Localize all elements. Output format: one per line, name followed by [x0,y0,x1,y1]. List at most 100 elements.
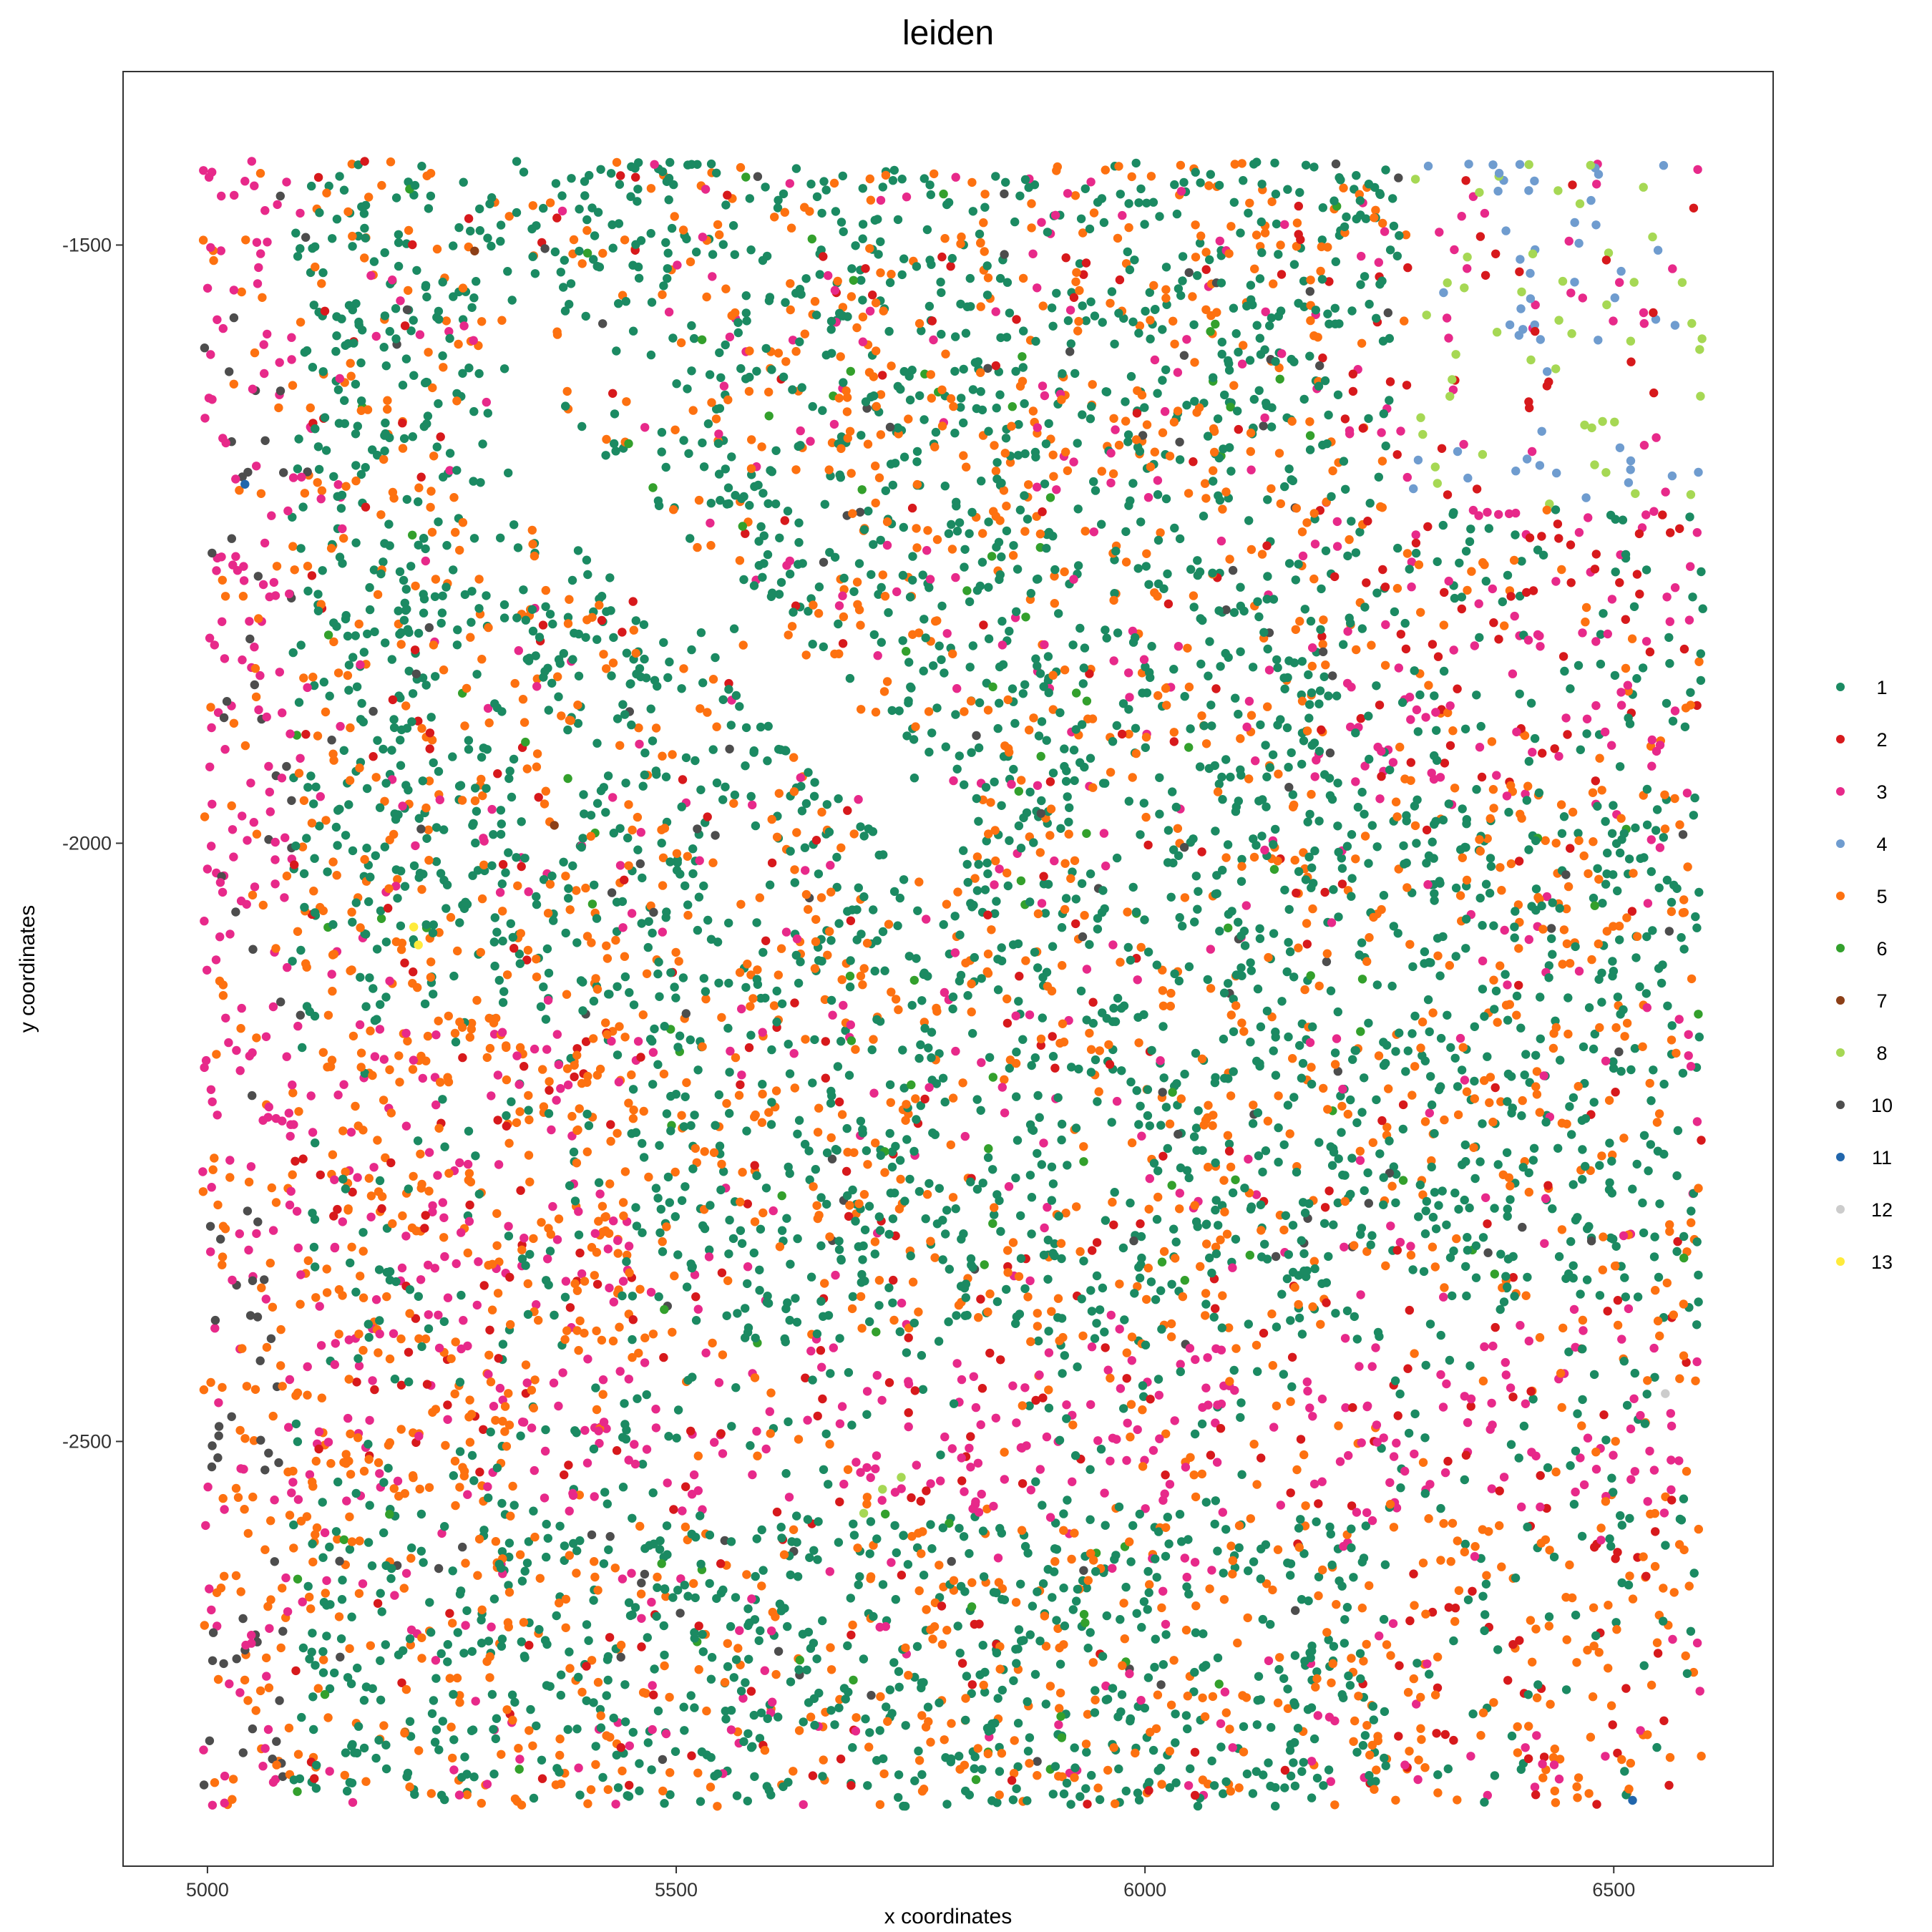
point-cluster-1 [945,1264,955,1274]
point-cluster-3 [608,793,618,802]
point-cluster-5 [914,1586,924,1596]
point-cluster-1 [1263,644,1272,654]
point-cluster-5 [1373,1732,1382,1741]
point-cluster-1 [812,192,822,202]
point-cluster-5 [343,207,353,217]
point-cluster-1 [749,1710,759,1720]
point-cluster-5 [1267,197,1277,207]
point-cluster-3 [1261,307,1270,316]
point-cluster-5 [801,889,811,899]
point-cluster-5 [1565,959,1575,968]
point-cluster-1 [1214,1221,1223,1230]
point-cluster-1 [1107,287,1117,296]
point-cluster-1 [482,591,491,600]
point-cluster-1 [897,175,907,184]
point-cluster-5 [1514,944,1523,953]
point-cluster-5 [386,157,396,167]
point-cluster-1 [1152,1214,1162,1224]
point-cluster-2 [1489,618,1498,628]
point-cluster-1 [661,238,670,248]
point-cluster-1 [1436,1330,1445,1340]
point-cluster-1 [984,634,994,643]
point-cluster-1 [575,1536,585,1546]
point-cluster-3 [1244,696,1254,706]
point-cluster-3 [737,1004,746,1014]
point-cluster-5 [665,1692,674,1702]
point-cluster-5 [424,825,433,835]
point-cluster-5 [574,1346,583,1355]
point-cluster-5 [1604,1096,1614,1106]
point-cluster-10 [274,1458,283,1468]
point-cluster-4 [1616,266,1626,276]
point-cluster-3 [831,1270,840,1280]
point-cluster-1 [1219,1034,1229,1044]
point-cluster-3 [1264,665,1274,675]
point-cluster-1 [1451,952,1460,961]
point-cluster-3 [524,887,533,897]
point-cluster-1 [539,982,548,992]
point-cluster-2 [1146,1395,1155,1404]
point-cluster-1 [838,311,848,321]
point-cluster-1 [1190,917,1199,927]
point-cluster-1 [898,1045,907,1055]
point-cluster-3 [1260,413,1269,423]
point-cluster-1 [727,452,736,462]
point-cluster-1 [913,906,922,916]
point-cluster-3 [278,708,287,718]
point-cluster-3 [355,1020,365,1030]
point-cluster-2 [1317,632,1327,641]
point-cluster-4 [1413,455,1423,465]
point-cluster-1 [1485,854,1496,863]
point-cluster-5 [348,231,357,241]
point-cluster-3 [262,1672,271,1681]
point-cluster-1 [716,1185,726,1195]
point-cluster-1 [429,758,438,768]
point-cluster-5 [1407,1091,1417,1100]
point-cluster-5 [1424,1514,1433,1523]
point-cluster-1 [623,833,633,843]
point-cluster-5 [555,1735,565,1744]
point-cluster-1 [407,1543,416,1553]
point-cluster-5 [862,1499,872,1509]
point-cluster-3 [267,511,276,520]
point-cluster-1 [1204,671,1213,680]
point-cluster-1 [891,1595,901,1604]
point-cluster-1 [904,658,914,667]
point-cluster-5 [927,394,937,403]
point-cluster-3 [1413,1775,1423,1785]
point-cluster-5 [1334,1421,1343,1430]
point-cluster-5 [1044,1385,1053,1395]
point-cluster-3 [1695,1687,1704,1696]
point-cluster-1 [899,522,909,532]
point-cluster-1 [1070,1763,1080,1772]
point-cluster-3 [1668,264,1677,273]
point-cluster-1 [1216,1742,1226,1752]
point-cluster-1 [927,1053,936,1063]
point-cluster-10 [1129,1236,1138,1246]
point-cluster-3 [1501,1357,1510,1367]
point-cluster-1 [469,406,479,416]
point-cluster-3 [264,761,273,771]
point-cluster-2 [420,1224,429,1233]
point-cluster-1 [1517,557,1526,566]
point-cluster-4 [1493,186,1503,196]
point-cluster-5 [1239,1027,1249,1036]
point-cluster-3 [1463,264,1472,273]
point-cluster-1 [1548,1204,1557,1214]
point-cluster-1 [1076,986,1086,996]
point-cluster-1 [1507,1108,1516,1118]
point-cluster-1 [640,770,649,780]
point-cluster-1 [469,293,479,303]
point-cluster-1 [1299,1249,1309,1259]
point-cluster-5 [948,649,957,658]
point-cluster-1 [487,1689,497,1699]
point-cluster-5 [1409,1674,1419,1684]
point-cluster-3 [1216,536,1226,546]
point-cluster-1 [783,507,793,516]
point-cluster-3 [1480,208,1490,218]
point-cluster-5 [473,1571,482,1580]
point-cluster-3 [590,1492,599,1501]
point-cluster-3 [1148,1445,1158,1455]
point-cluster-2 [1403,1364,1413,1373]
point-cluster-1 [638,873,647,883]
